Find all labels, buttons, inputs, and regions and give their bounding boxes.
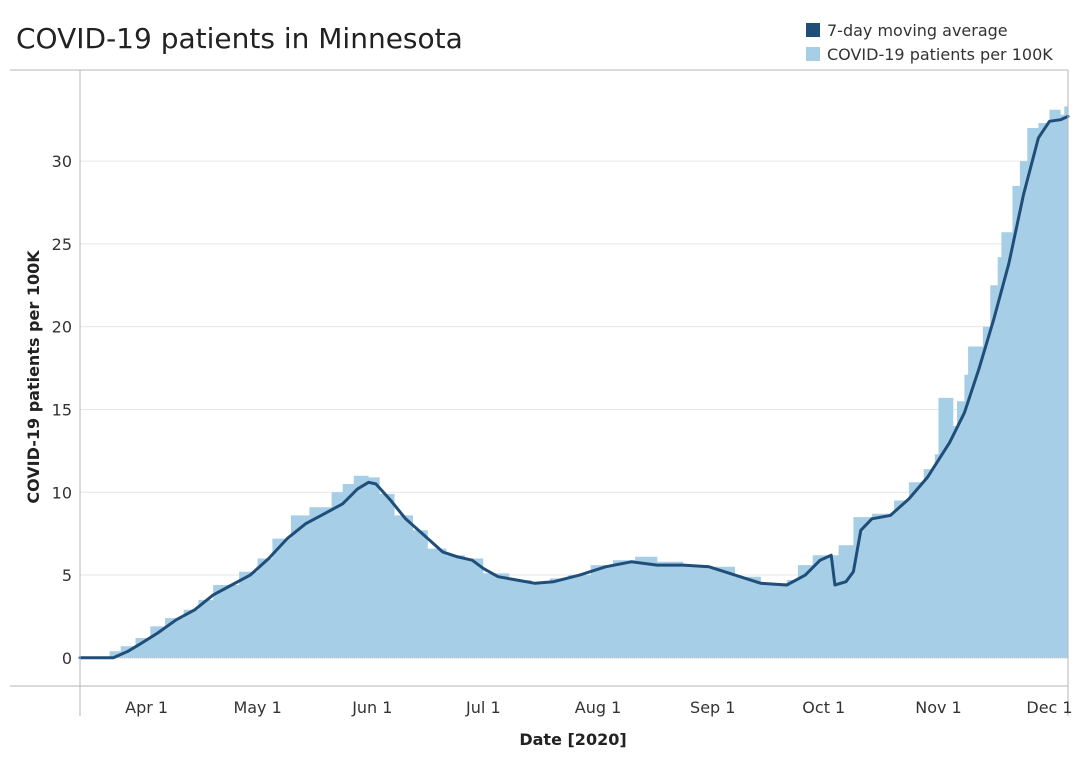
legend-item-patients[interactable]: COVID-19 patients per 100K [806, 42, 1053, 66]
legend: 7-day moving average COVID-19 patients p… [806, 18, 1053, 66]
legend-swatch-moving-average [806, 23, 820, 37]
y-tick-label-20: 20 [52, 318, 72, 337]
chart-title: COVID-19 patients in Minnesota [16, 22, 463, 55]
series-moving-average-line [78, 114, 1070, 660]
x-tick-label-dec-1: Dec 1 [1026, 698, 1072, 717]
x-tick-label-nov-1: Nov 1 [915, 698, 962, 717]
y-tick-label-30: 30 [52, 152, 72, 171]
y-tick-label-15: 15 [52, 400, 72, 419]
series-patients-area [80, 106, 1068, 658]
x-tick-label-sep-1: Sep 1 [690, 698, 735, 717]
axes: 0 5 10 15 20 25 30 Apr 1 May 1 Jun 1 Jul 1 Aug 1 Sep… [10, 69, 1073, 717]
x-tick-label-oct-1: Oct 1 [802, 698, 845, 717]
x-tick-label-aug-1: Aug 1 [575, 698, 622, 717]
x-tick-label-may-1: May 1 [233, 698, 281, 717]
plot-marks [78, 106, 1070, 660]
y-tick-label-10: 10 [52, 483, 72, 502]
y-tick-label-0: 0 [62, 649, 72, 668]
x-tick-label-jun-1: Jun 1 [351, 698, 392, 717]
y-tick-label-25: 25 [52, 235, 72, 254]
y-axis-label: COVID-19 patients per 100K [24, 250, 43, 504]
x-tick-label-jul-1: Jul 1 [465, 698, 501, 717]
legend-label-patients: COVID-19 patients per 100K [827, 44, 1053, 64]
legend-label-moving-average: 7-day moving average [827, 20, 1008, 40]
x-tick-label-apr-1: Apr 1 [125, 698, 168, 717]
y-tick-label-5: 5 [62, 566, 72, 585]
legend-item-moving-average[interactable]: 7-day moving average [806, 18, 1053, 42]
legend-swatch-patients [806, 47, 820, 61]
x-axis-label: Date [2020] [519, 730, 626, 749]
